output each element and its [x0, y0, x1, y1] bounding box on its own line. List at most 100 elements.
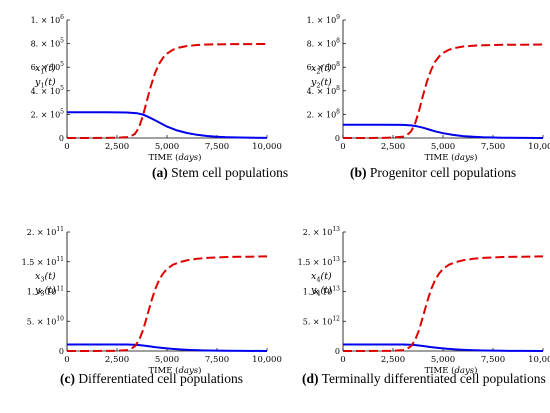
panel-caption-a: (a) Stem cell populations — [152, 165, 288, 181]
y-tick-exponent: 10 — [56, 315, 64, 322]
y-tick-exponent: 6 — [60, 14, 64, 21]
y-tick-exponent: 13 — [332, 256, 340, 263]
y-tick-mantissa: 4. × 10 — [307, 87, 337, 96]
y-tick-label: 2. × 105 — [31, 108, 65, 119]
y-axis-label-line: x3(t) — [35, 271, 56, 284]
x-axis-label-unit: days — [178, 153, 198, 163]
y-tick-exponent: 13 — [332, 226, 340, 233]
x-axis-label: TIME (days) — [425, 365, 478, 376]
x-tick-label: 7,500 — [481, 355, 505, 365]
y-tick-mantissa: 8. × 10 — [307, 40, 337, 49]
panel-caption-b: (b) Progenitor cell populations — [350, 165, 516, 181]
x-tick-label: 7,500 — [481, 142, 505, 152]
y-tick-label: 8. × 108 — [307, 38, 341, 49]
y-tick-label: 6. × 105 — [31, 61, 65, 72]
panel-caption-label: (a) — [152, 165, 168, 180]
panel-caption-text: Stem cell populations — [171, 165, 289, 180]
series-line-solid — [343, 343, 544, 352]
y-tick-label: 5. × 1010 — [27, 315, 64, 326]
y-tick-exponent: 11 — [56, 286, 64, 293]
x-axis-label: TIME (days) — [149, 152, 202, 163]
x-tick-label: 5,000 — [431, 142, 455, 152]
x-tick-label: 0 — [340, 355, 345, 365]
x-tick-label: 5,000 — [155, 142, 179, 152]
y-tick-label: 1.5 × 1011 — [22, 256, 64, 267]
x-axis-label-main: TIME — [149, 153, 173, 163]
y-axis-label-line: y3(t) — [34, 285, 56, 298]
x-tick-label: 0 — [64, 355, 69, 365]
x-axis-label-main: TIME — [425, 366, 449, 376]
x-axis-label: TIME (days) — [149, 365, 202, 376]
y-axis-label-line: y2(t) — [310, 77, 332, 90]
panel-caption-text: Progenitor cell populations — [369, 165, 517, 180]
x-tick-label: 0 — [64, 142, 69, 152]
y-tick-mantissa: 1. × 10 — [303, 288, 333, 297]
y-tick-label: 0 — [59, 134, 64, 143]
x-tick-label: 0 — [340, 142, 345, 152]
y-tick-mantissa: 5. × 10 — [303, 317, 333, 326]
x-tick-label: 10,000 — [252, 355, 282, 365]
y-tick-mantissa: 1.5 × 10 — [22, 258, 57, 267]
x-tick-label: 5,000 — [431, 355, 455, 365]
x-tick-label: 7,500 — [205, 355, 229, 365]
y-tick-label: 4. × 108 — [307, 85, 341, 96]
y-tick-exponent: 9 — [336, 14, 340, 21]
x-tick-label: 7,500 — [205, 142, 229, 152]
x-tick-label: 10,000 — [528, 142, 550, 152]
y-tick-label: 0 — [335, 134, 340, 143]
x-tick-label: 5,000 — [155, 355, 179, 365]
panel-caption-label: (c) — [60, 371, 75, 386]
y-tick-mantissa: 0 — [335, 347, 340, 356]
y-axis-label-line: y1(t) — [34, 77, 56, 90]
y-tick-exponent: 11 — [56, 226, 64, 233]
y-tick-exponent: 11 — [56, 256, 64, 263]
panel-caption-c: (c) Differentiated cell populations — [60, 371, 243, 387]
x-axis-label-main: TIME — [425, 153, 449, 163]
y-tick-mantissa: 1. × 10 — [307, 16, 337, 25]
panel-caption-label: (b) — [350, 165, 367, 180]
y-axis-label-line: x2(t) — [311, 63, 332, 76]
series-line-solid — [67, 111, 268, 139]
x-tick-label: 2,500 — [381, 142, 405, 152]
panel-caption-text: Terminally differentiated cell populatio… — [321, 371, 546, 386]
y-tick-label: 2. × 108 — [307, 108, 341, 119]
y-tick-exponent: 5 — [60, 61, 64, 68]
y-tick-mantissa: 2. × 10 — [303, 228, 333, 237]
x-axis-label: TIME (days) — [425, 152, 478, 163]
y-tick-exponent: 5 — [60, 85, 64, 92]
y-tick-mantissa: 1.5 × 10 — [298, 258, 333, 267]
y-axis-label-line: x4(t) — [311, 271, 332, 284]
y-tick-mantissa: 0 — [335, 134, 340, 143]
y-tick-mantissa: 5. × 10 — [27, 317, 57, 326]
x-tick-label: 2,500 — [105, 355, 129, 365]
y-tick-mantissa: 4. × 10 — [31, 87, 61, 96]
series-line-dashed — [67, 43, 268, 139]
y-tick-label: 1. × 109 — [307, 14, 341, 25]
y-tick-mantissa: 0 — [59, 347, 64, 356]
y-tick-exponent: 8 — [336, 108, 340, 115]
y-tick-label: 6. × 108 — [307, 61, 341, 72]
y-tick-exponent: 13 — [332, 286, 340, 293]
y-tick-label: 4. × 105 — [31, 85, 65, 96]
y-tick-label: 8. × 105 — [31, 38, 65, 49]
x-axis-label-unit: days — [454, 153, 474, 163]
x-tick-label: 10,000 — [528, 355, 550, 365]
y-tick-exponent: 5 — [60, 38, 64, 45]
y-tick-exponent: 8 — [336, 61, 340, 68]
y-tick-mantissa: 1. × 10 — [27, 288, 57, 297]
panel-caption-d: (d) Terminally differentiated cell popul… — [302, 371, 546, 387]
y-tick-mantissa: 2. × 10 — [31, 110, 61, 119]
y-tick-exponent: 8 — [336, 38, 340, 45]
y-tick-label: 1. × 1011 — [27, 286, 64, 297]
x-tick-label: 2,500 — [105, 142, 129, 152]
series-line-dashed — [67, 255, 268, 352]
y-axis-label-line: y4(t) — [310, 285, 332, 298]
y-tick-mantissa: 2. × 10 — [307, 110, 337, 119]
y-tick-label: 1. × 106 — [31, 14, 65, 25]
y-tick-mantissa: 1. × 10 — [31, 16, 61, 25]
x-axis-label-unit: days — [178, 366, 198, 376]
y-tick-label: 1. × 1013 — [303, 286, 340, 297]
